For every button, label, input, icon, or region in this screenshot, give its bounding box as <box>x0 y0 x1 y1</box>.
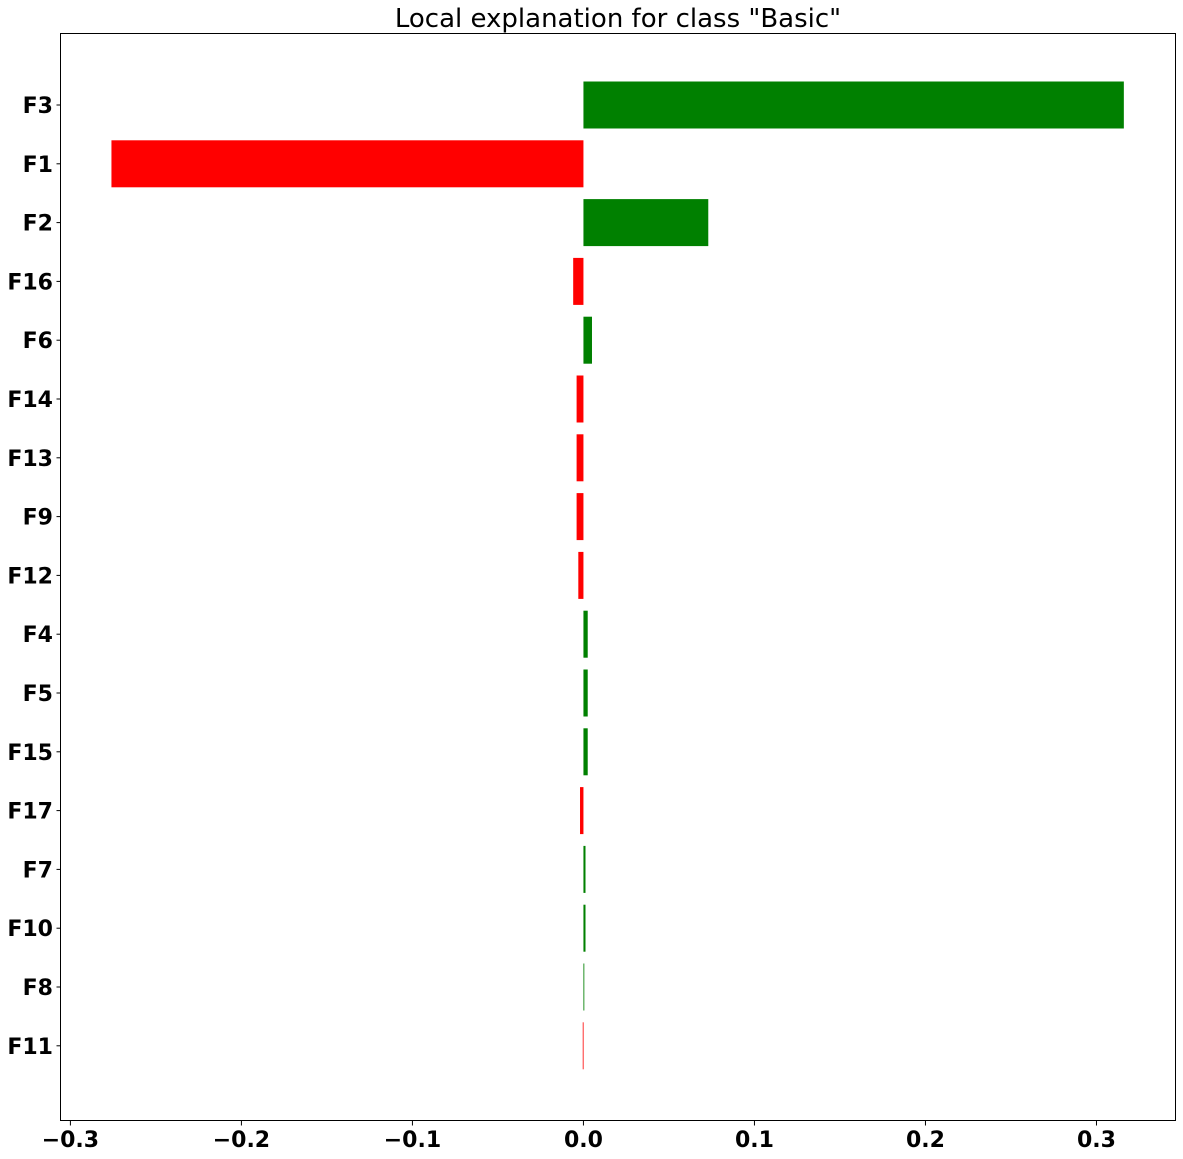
bars-layer <box>111 81 1124 1070</box>
bar-f12 <box>578 551 584 599</box>
x-axis: −0.3 −0.2 −0.1 0.0 0.1 0.2 0.3 <box>42 1121 1116 1153</box>
x-tick-label: 0.0 <box>564 1128 603 1153</box>
x-tick-label: 0.1 <box>735 1128 774 1153</box>
y-tick-label: F1 <box>23 153 53 178</box>
bar-f2 <box>583 199 709 247</box>
bar-f1 <box>111 140 584 188</box>
y-tick-label: F15 <box>7 741 53 766</box>
bar-f7 <box>583 845 586 893</box>
y-tick-label: F13 <box>7 447 53 472</box>
y-tick-label: F6 <box>23 329 53 354</box>
bar-f17 <box>580 787 584 835</box>
y-tick-label: F7 <box>23 858 53 883</box>
y-tick-label: F8 <box>23 976 53 1001</box>
chart-title: Local explanation for class "Basic" <box>395 4 841 34</box>
bar-f4 <box>583 610 588 658</box>
bar-f13 <box>576 434 584 482</box>
y-tick-label: F10 <box>7 917 53 942</box>
y-tick-label: F3 <box>23 94 53 119</box>
y-tick-label: F2 <box>23 212 53 237</box>
bar-f5 <box>583 669 588 717</box>
bar-f14 <box>576 375 584 423</box>
x-tick-label: −0.1 <box>384 1128 441 1153</box>
bar-f6 <box>583 316 592 364</box>
y-tick-label: F17 <box>7 800 53 825</box>
bar-f15 <box>583 728 588 776</box>
x-tick-label: −0.2 <box>213 1128 270 1153</box>
bar-f10 <box>583 904 586 952</box>
x-tick-label: −0.3 <box>42 1128 99 1153</box>
plot-frame <box>60 33 1176 1121</box>
bar-f8 <box>583 963 585 1011</box>
y-tick-label: F12 <box>7 564 53 589</box>
y-tick-label: F5 <box>23 682 53 707</box>
x-tick-label: 0.2 <box>906 1128 945 1153</box>
bar-f9 <box>576 493 584 541</box>
x-tick-label: 0.3 <box>1077 1128 1116 1153</box>
y-tick-label: F14 <box>7 388 53 413</box>
y-tick-label: F4 <box>23 623 53 648</box>
y-tick-label: F16 <box>7 270 53 295</box>
y-tick-label: F11 <box>7 1035 53 1060</box>
y-tick-label: F9 <box>23 506 53 531</box>
y-axis: F3 F1 F2 F16 F6 F14 F13 F9 F12 F4 F5 F15 F17 F7 F10 F8 F… <box>7 94 61 1060</box>
bar-f3 <box>583 81 1124 129</box>
bar-f16 <box>573 257 584 305</box>
bar-f11 <box>582 1022 584 1070</box>
